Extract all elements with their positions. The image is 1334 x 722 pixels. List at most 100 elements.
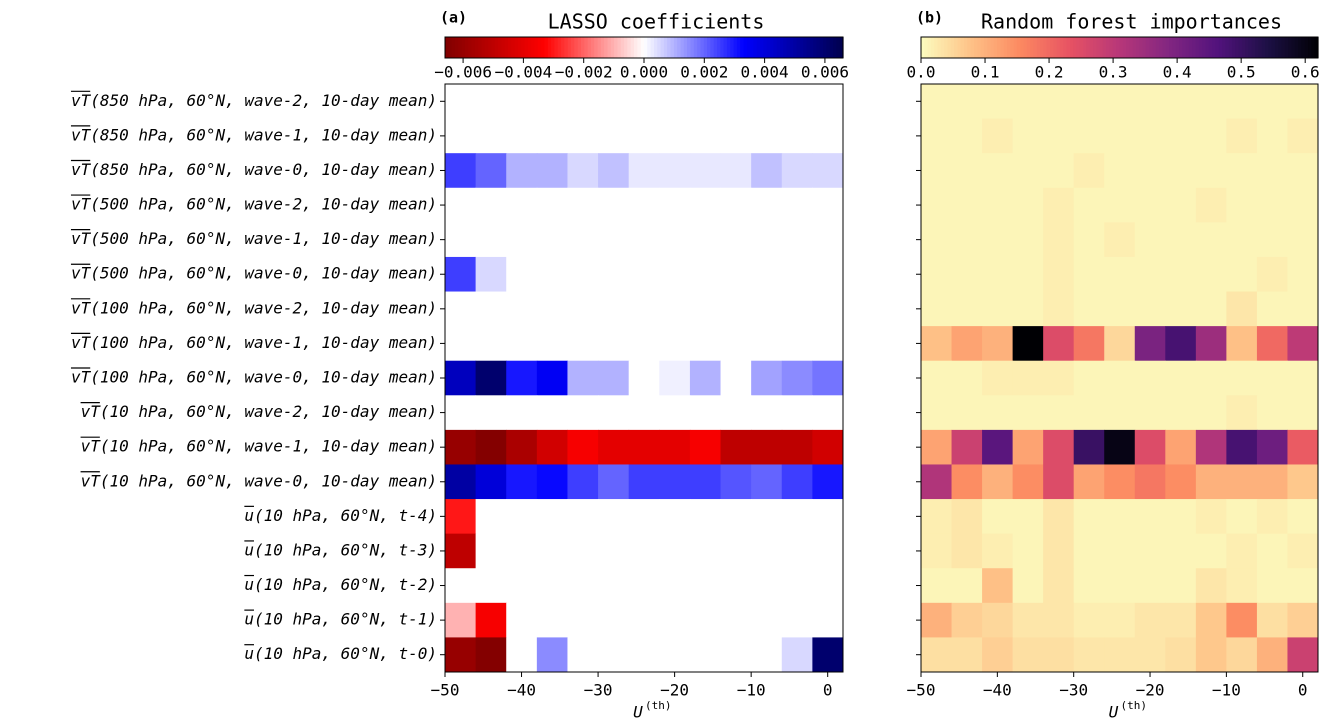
heatmap-cell	[475, 84, 507, 120]
heatmap-cell	[1134, 222, 1166, 258]
x-tick-label: −40	[983, 681, 1012, 700]
heatmap-cell	[506, 84, 538, 120]
heatmap-cell	[659, 326, 691, 362]
heatmap-cell	[1256, 568, 1288, 604]
colorbar-slice	[521, 37, 526, 58]
colorbar-slice	[1165, 37, 1170, 58]
heatmap-cell	[1287, 499, 1319, 535]
heatmap-cell	[1073, 568, 1105, 604]
heatmap-cell	[1043, 429, 1075, 465]
heatmap-cell	[951, 464, 983, 500]
colorbar-slice	[650, 37, 655, 58]
heatmap-cell	[1195, 499, 1227, 535]
colorbar-slice	[564, 37, 569, 58]
colorbar-slice	[660, 37, 665, 58]
heatmap-cell	[506, 637, 538, 673]
colorbar-slice	[713, 37, 718, 58]
heatmap-cell	[781, 84, 813, 120]
colorbar-slice	[763, 37, 768, 58]
heatmap-cell	[812, 464, 844, 500]
x-tick-label: −10	[1212, 681, 1241, 700]
colorbar-slice	[484, 37, 489, 58]
heatmap-cell	[628, 187, 660, 223]
heatmap-cell	[1165, 256, 1197, 293]
colorbar-slice	[644, 37, 648, 58]
heatmap-cell	[1226, 637, 1258, 673]
colorbar-slice	[1172, 37, 1177, 58]
heatmap-cell	[1226, 187, 1258, 223]
heatmap-cell	[982, 637, 1014, 673]
heatmap-cell	[475, 118, 507, 154]
heatmap-cell	[598, 637, 630, 673]
heatmap-cell	[689, 568, 722, 604]
heatmap-cell	[1195, 360, 1227, 396]
colorbar-slice	[590, 37, 595, 58]
heatmap-cell	[812, 429, 844, 465]
y-tick-label: vT(500 hPa, 60°N, wave-2, 10-day mean)	[71, 195, 437, 214]
heatmap-cell	[921, 291, 953, 327]
colorbar-slice	[1271, 37, 1276, 58]
heatmap-cell	[1134, 360, 1166, 396]
heatmap-cell	[812, 84, 844, 120]
heatmap-cell	[781, 464, 813, 500]
colorbar-slice	[571, 37, 575, 58]
heatmap-cell	[689, 84, 722, 120]
heatmap-cell	[506, 395, 538, 431]
colorbar-slice	[1086, 37, 1091, 58]
heatmap-cell	[982, 602, 1014, 638]
colorbar-slice	[1010, 37, 1015, 58]
heatmap-cell	[475, 395, 507, 431]
colorbar-slice	[1056, 37, 1061, 58]
heatmap-cell	[982, 326, 1014, 362]
heatmap-cell	[659, 395, 691, 431]
heatmap-cell	[628, 464, 660, 500]
colorbar-slice	[789, 37, 794, 58]
heatmap-cell	[598, 602, 630, 638]
colorbar-slice	[600, 37, 605, 58]
heatmap-cell	[598, 429, 630, 465]
heatmap-cell	[1073, 256, 1105, 293]
colorbar-slice	[1129, 37, 1134, 58]
colorbar-slice	[733, 37, 738, 58]
heatmap-cell	[598, 187, 630, 223]
colorbar-slice	[461, 37, 466, 58]
colorbar-slice	[604, 37, 609, 58]
colorbar-slice	[537, 37, 542, 58]
heatmap-cell	[951, 568, 983, 604]
colorbar-slice	[488, 37, 493, 58]
heatmap-cell	[921, 464, 953, 500]
heatmap-cell	[921, 84, 953, 120]
heatmap-cell	[1256, 602, 1288, 638]
x-axis-label-sup: (th)	[645, 699, 672, 712]
heatmap-cell	[1043, 84, 1075, 120]
colorbar-slice	[829, 37, 834, 58]
heatmap-cell	[659, 153, 691, 189]
heatmap-cell	[751, 429, 783, 465]
colorbar-slice	[617, 37, 622, 58]
colorbar-slice	[806, 37, 811, 58]
heatmap-cell	[1012, 533, 1044, 569]
colorbar-slice	[620, 37, 625, 58]
colorbar-slice	[1175, 37, 1180, 58]
colorbar-slice	[464, 37, 469, 58]
heatmap-cell	[1195, 568, 1227, 604]
colorbar-tick-label: 0.1	[971, 63, 1000, 82]
heatmap-cell	[598, 395, 630, 431]
colorbar-slice	[640, 37, 645, 58]
heatmap-cell	[567, 222, 599, 258]
colorbar-slice	[997, 37, 1001, 58]
heatmap-cell	[536, 187, 568, 223]
colorbar-slice	[1222, 37, 1226, 58]
heatmap-cell	[689, 602, 722, 638]
colorbar-slice	[740, 37, 745, 58]
heatmap-cell	[536, 637, 568, 673]
heatmap-cell	[689, 360, 722, 396]
colorbar-slice	[707, 37, 711, 58]
colorbar-tick-label: 0.2	[1035, 63, 1064, 82]
heatmap-cell	[628, 533, 660, 569]
heatmap-cell	[475, 187, 507, 223]
heatmap-cell	[1287, 153, 1319, 189]
heatmap-cell	[506, 326, 538, 362]
colorbar-slice	[1112, 37, 1117, 58]
heatmap-cell	[751, 222, 783, 258]
